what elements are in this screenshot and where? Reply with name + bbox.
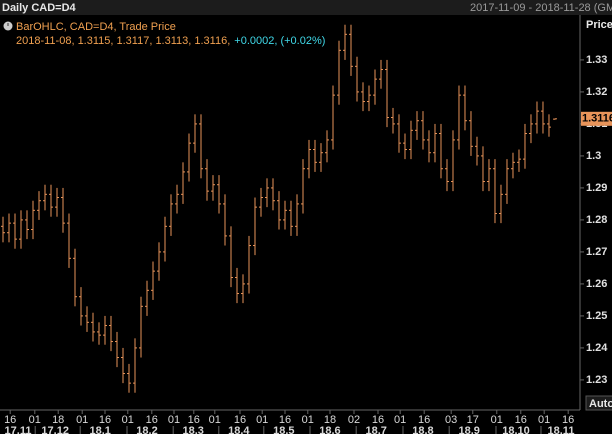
y-tick-label: 1.28 bbox=[586, 214, 607, 226]
x-tick-label: 16 bbox=[418, 414, 430, 426]
last-price-box bbox=[581, 111, 612, 126]
last-price-label: 1.3116 bbox=[582, 113, 612, 125]
month-tick-label: 18.10 bbox=[502, 425, 530, 434]
x-tick-label: 16 bbox=[234, 414, 246, 426]
x-tick-label: 16 bbox=[146, 414, 158, 426]
x-tick-label: 18 bbox=[324, 414, 336, 426]
month-tick-label: 18.8 bbox=[412, 425, 433, 434]
x-tick-label: 18 bbox=[52, 414, 64, 426]
month-tick-label: 18.4 bbox=[228, 425, 250, 434]
month-tick-label: 18.1 bbox=[89, 425, 110, 434]
header-bar bbox=[0, 0, 612, 15]
legend-series: BarOHLC, CAD=D4, Trade Price bbox=[16, 21, 176, 33]
x-tick-label: 01 bbox=[209, 414, 221, 426]
y-axis-title: Price bbox=[586, 19, 612, 31]
legend-change: +0.0002, (+0.02%) bbox=[234, 35, 325, 47]
y-tick-label: 1.32 bbox=[586, 86, 607, 98]
x-tick-label: 01 bbox=[168, 414, 180, 426]
chart-title: Daily CAD=D4 bbox=[2, 2, 77, 14]
x-tick-label: 02 bbox=[348, 414, 360, 426]
month-tick-label: 18.6 bbox=[319, 425, 340, 434]
x-tick-label: 17 bbox=[467, 414, 479, 426]
x-tick-label: 16 bbox=[372, 414, 384, 426]
x-tick-label: 16 bbox=[4, 414, 16, 426]
x-tick-label: 01 bbox=[76, 414, 88, 426]
x-tick-label: 16 bbox=[188, 414, 200, 426]
x-tick-label: 01 bbox=[394, 414, 406, 426]
x-tick-label: 16 bbox=[515, 414, 527, 426]
y-tick-label: 1.3 bbox=[586, 150, 601, 162]
y-tick-label: 1.29 bbox=[586, 182, 607, 194]
month-tick-label: 17.11 bbox=[5, 425, 32, 434]
x-tick-label: 16 bbox=[562, 414, 574, 426]
month-tick-label: 18.7 bbox=[365, 425, 386, 434]
y-tick-label: 1.24 bbox=[586, 342, 608, 354]
month-tick-label: 18.3 bbox=[182, 425, 203, 434]
y-tick-label: 1.27 bbox=[586, 246, 607, 258]
x-tick-label: 01 bbox=[491, 414, 503, 426]
y-tick-label: 1.33 bbox=[586, 54, 607, 66]
x-tick-label: 01 bbox=[122, 414, 134, 426]
date-range: 2017-11-09 - 2018-11-28 (GM bbox=[470, 2, 612, 14]
y-tick-label: 1.25 bbox=[586, 310, 607, 322]
month-tick-label: 18.11 bbox=[548, 425, 575, 434]
y-tick-label: 1.26 bbox=[586, 278, 607, 290]
y-tick-label: 1.23 bbox=[586, 374, 607, 386]
month-tick-label: 17.12 bbox=[41, 425, 69, 434]
x-tick-label: 01 bbox=[538, 414, 550, 426]
month-tick-label: 18.2 bbox=[136, 425, 157, 434]
x-tick-label: 16 bbox=[279, 414, 291, 426]
x-tick-label: 01 bbox=[302, 414, 314, 426]
x-tick-label: 01 bbox=[29, 414, 41, 426]
ohlc-series bbox=[0, 24, 557, 393]
auto-button[interactable] bbox=[585, 395, 612, 411]
month-tick-label: 18.5 bbox=[273, 425, 294, 434]
month-tick-label: 18.9 bbox=[458, 425, 479, 434]
x-tick-label: 16 bbox=[99, 414, 111, 426]
x-tick-label: 03 bbox=[445, 414, 457, 426]
auto-label[interactable]: Auto bbox=[589, 398, 612, 410]
x-tick-label: 01 bbox=[256, 414, 268, 426]
legend-values: 2018-11-08, 1.3115, 1.3117, 1.3113, 1.31… bbox=[16, 35, 230, 47]
